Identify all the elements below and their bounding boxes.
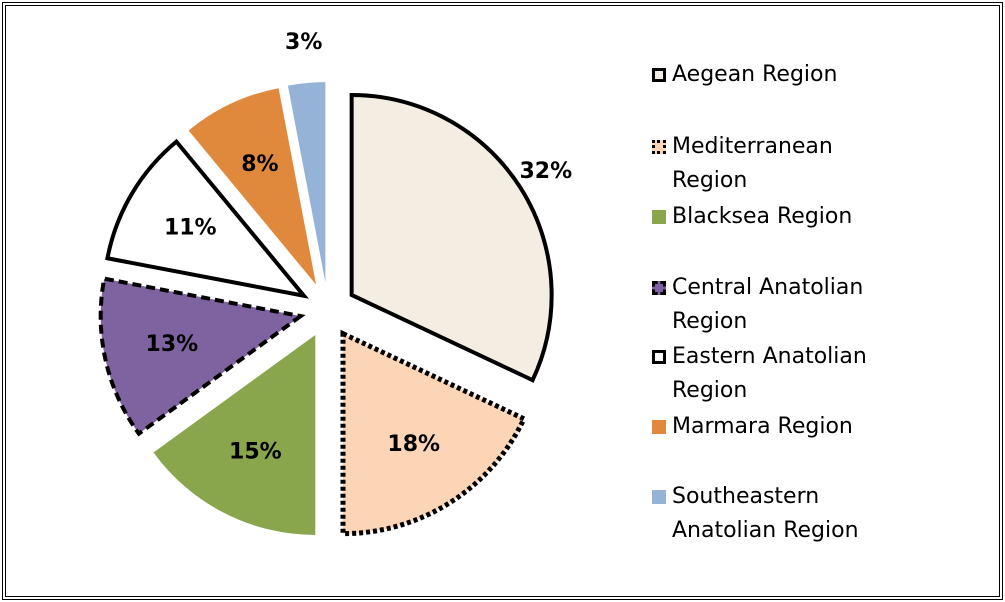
pie-chart: 32% 18% 15% 13% 11% 8% 3% [0, 0, 640, 602]
legend-label: Central Anatolian Region [672, 271, 907, 339]
data-label: 3% [285, 30, 322, 55]
page: 32% 18% 15% 13% 11% 8% 3% Aegean Region Mediter… [0, 0, 1005, 602]
legend-swatch [652, 490, 666, 504]
legend-swatch [652, 140, 666, 154]
legend-item: Mediterranean Region [652, 130, 907, 198]
legend-swatch [652, 68, 666, 82]
legend-item: Central Anatolian Region [652, 271, 907, 339]
legend-item: Aegean Region [652, 58, 907, 92]
legend-label: Mediterranean Region [672, 130, 907, 198]
pie-slice [352, 95, 552, 380]
legend-item: Blacksea Region [652, 200, 907, 234]
legend-label: Southeastern Anatolian Region [672, 480, 907, 548]
data-label: 13% [146, 332, 199, 357]
legend-swatch [652, 281, 666, 295]
legend-item: Southeastern Anatolian Region [652, 480, 907, 548]
data-label: 8% [241, 152, 278, 177]
legend-label: Aegean Region [672, 58, 907, 92]
legend-swatch [652, 210, 666, 224]
data-label: 18% [387, 432, 440, 457]
data-label: 11% [164, 216, 217, 241]
legend-swatch [652, 350, 666, 364]
legend-item: Eastern Anatolian Region [652, 340, 907, 408]
legend-label: Blacksea Region [672, 200, 907, 234]
data-label: 32% [520, 159, 573, 184]
legend-swatch [652, 420, 666, 434]
data-label: 15% [229, 440, 282, 465]
legend-label: Eastern Anatolian Region [672, 340, 907, 408]
legend-item: Marmara Region [652, 410, 907, 444]
legend-label: Marmara Region [672, 410, 907, 444]
